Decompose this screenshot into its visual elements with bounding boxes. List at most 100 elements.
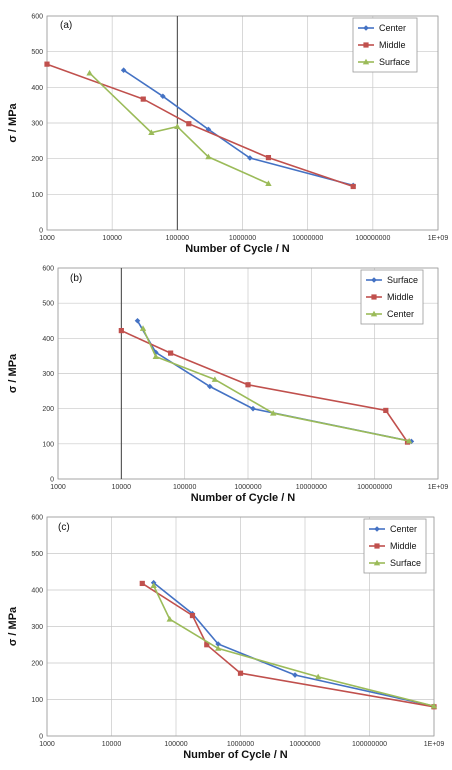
legend-label: Surface: [390, 558, 421, 568]
x-tick-label: 1000000: [227, 741, 254, 748]
x-axis-title: Number of Cycle / N: [191, 492, 296, 504]
legend-label: Middle: [390, 541, 417, 551]
y-tick-label: 400: [31, 85, 43, 92]
x-tick-label: 100000000: [352, 741, 387, 748]
y-tick-label: 0: [39, 734, 43, 741]
x-tick-label: 1000: [50, 484, 66, 491]
data-point: [118, 327, 124, 334]
data-point: [214, 645, 222, 651]
x-tick-label: 10000000: [296, 484, 327, 491]
x-tick-label: 1000000: [234, 484, 261, 491]
x-tick-label: 10000: [102, 741, 122, 748]
data-point: [383, 407, 389, 414]
data-point: [314, 673, 322, 680]
plot-area: [46, 516, 435, 737]
legend-marker: [362, 58, 370, 65]
data-point: [292, 672, 298, 678]
chart-panel-0: 1000 10000 100000 1000000 10000000 100000000 1…: [7, 14, 448, 256]
panel-label: (c): [58, 522, 70, 533]
y-tick-label: 400: [31, 588, 43, 595]
legend-marker: [370, 310, 378, 317]
x-tick-label: 1E+09: [428, 235, 449, 242]
data-point: [148, 129, 155, 136]
data-point: [152, 353, 159, 360]
data-point: [215, 641, 221, 647]
data-point: [186, 121, 192, 127]
y-tick-label: 600: [42, 266, 54, 273]
data-point: [265, 180, 272, 187]
y-tick-label: 600: [31, 515, 43, 522]
x-axis-title: Number of Cycle / N: [185, 243, 290, 255]
data-point: [405, 437, 413, 444]
x-tick-label: 1E+09: [428, 484, 449, 491]
series-line: [153, 582, 435, 707]
series-middle: [139, 580, 437, 710]
y-tick-label: 500: [31, 551, 43, 558]
legend-label: Center: [379, 23, 406, 33]
series-line: [46, 63, 354, 188]
plot-area: [46, 15, 439, 231]
series-line: [136, 320, 412, 443]
legend: Center Middle Surface: [363, 518, 427, 574]
data-point: [140, 96, 146, 102]
legend-label: Center: [387, 309, 414, 319]
data-point: [189, 612, 196, 619]
data-point: [207, 383, 213, 390]
y-tick-label: 500: [42, 301, 54, 308]
legend-marker: [374, 526, 380, 532]
data-point: [250, 405, 256, 412]
y-tick-label: 600: [31, 14, 43, 21]
data-point: [120, 67, 127, 74]
x-tick-label: 1E+09: [424, 741, 445, 748]
y-tick-label: 200: [31, 661, 43, 668]
data-point: [160, 93, 166, 100]
data-point: [168, 350, 174, 356]
y-tick-label: 200: [42, 406, 54, 413]
y-tick-label: 500: [31, 49, 43, 56]
data-point: [166, 616, 173, 622]
series-line: [152, 585, 435, 707]
data-point: [139, 580, 145, 587]
data-point: [150, 582, 157, 589]
series-middle: [44, 61, 356, 190]
data-point: [270, 410, 277, 416]
data-point: [430, 702, 438, 709]
data-point: [237, 670, 244, 676]
x-tick-label: 100000000: [357, 484, 392, 491]
y-tick-label: 100: [31, 192, 43, 199]
series-line: [141, 582, 435, 708]
chart-panel-2: 1000 10000 100000 1000000 10000000 100000000 1…: [7, 515, 444, 762]
x-tick-label: 10000: [102, 235, 122, 242]
data-point: [174, 123, 181, 129]
chart-panel-1: 1000 10000 100000 1000000 10000000 100000000 1…: [7, 266, 448, 505]
data-point: [44, 61, 50, 67]
x-tick-label: 100000: [166, 235, 189, 242]
x-tick-label: 10000: [112, 484, 132, 491]
data-point: [247, 155, 253, 161]
legend-marker: [363, 25, 369, 31]
y-tick-label: 200: [31, 156, 43, 163]
x-tick-label: 1000000: [229, 235, 256, 242]
y-tick-label: 300: [31, 624, 43, 631]
series-middle: [118, 327, 411, 445]
data-point: [205, 126, 212, 133]
data-point: [245, 382, 251, 388]
y-tick-label: 0: [39, 228, 43, 235]
x-tick-label: 1000: [39, 741, 55, 748]
legend: Center Middle Surface: [352, 17, 418, 73]
series-line: [120, 329, 409, 443]
series-surface: [150, 582, 438, 709]
legend: Surface Middle Center: [360, 269, 424, 325]
data-point: [211, 376, 219, 382]
x-tick-label: 100000: [173, 484, 196, 491]
x-tick-label: 10000000: [292, 235, 323, 242]
data-point: [86, 69, 93, 76]
legend-marker: [363, 42, 369, 48]
legend-label: Center: [390, 524, 417, 534]
y-tick-label: 300: [42, 371, 54, 378]
x-tick-label: 1000: [39, 235, 55, 242]
y-tick-label: 0: [50, 477, 54, 484]
data-point: [139, 325, 147, 331]
data-point: [134, 317, 141, 324]
